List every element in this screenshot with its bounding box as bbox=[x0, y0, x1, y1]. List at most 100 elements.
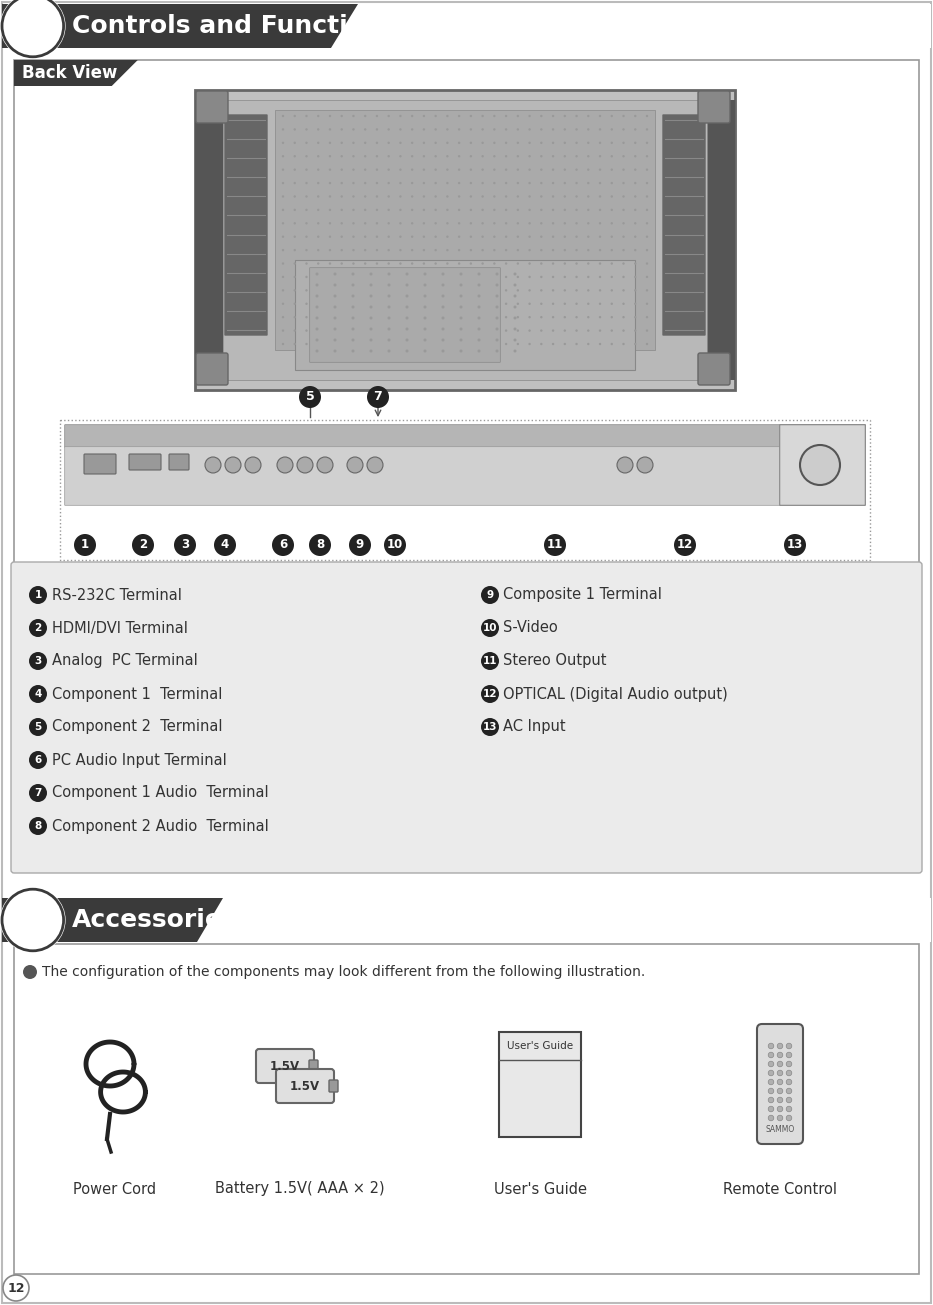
Circle shape bbox=[551, 222, 554, 224]
Circle shape bbox=[364, 329, 367, 331]
Circle shape bbox=[634, 181, 636, 184]
Circle shape bbox=[528, 222, 531, 224]
Circle shape bbox=[305, 275, 308, 278]
Circle shape bbox=[576, 329, 578, 331]
Circle shape bbox=[328, 235, 331, 238]
Circle shape bbox=[406, 295, 409, 298]
Circle shape bbox=[424, 273, 426, 275]
Text: S-Video: S-Video bbox=[503, 620, 558, 636]
Circle shape bbox=[305, 142, 308, 144]
Circle shape bbox=[305, 303, 308, 305]
Circle shape bbox=[494, 128, 495, 130]
Circle shape bbox=[622, 343, 625, 346]
Circle shape bbox=[328, 168, 331, 171]
Text: 6: 6 bbox=[35, 756, 42, 765]
Circle shape bbox=[528, 262, 531, 265]
Circle shape bbox=[399, 329, 401, 331]
Circle shape bbox=[411, 181, 413, 184]
Text: SAMMO: SAMMO bbox=[765, 1125, 795, 1134]
Circle shape bbox=[576, 115, 578, 117]
Circle shape bbox=[446, 209, 449, 211]
Circle shape bbox=[376, 343, 378, 346]
Circle shape bbox=[551, 196, 554, 197]
Circle shape bbox=[469, 222, 472, 224]
Circle shape bbox=[406, 305, 409, 308]
Circle shape bbox=[387, 295, 391, 298]
Circle shape bbox=[469, 235, 472, 238]
Circle shape bbox=[333, 350, 337, 352]
Circle shape bbox=[446, 128, 449, 130]
Circle shape bbox=[352, 283, 355, 287]
Circle shape bbox=[435, 290, 437, 291]
Circle shape bbox=[634, 303, 636, 305]
Circle shape bbox=[441, 328, 444, 330]
Circle shape bbox=[446, 262, 449, 265]
Text: 12: 12 bbox=[482, 689, 497, 699]
Circle shape bbox=[800, 445, 840, 485]
FancyBboxPatch shape bbox=[11, 562, 922, 873]
Circle shape bbox=[3, 1275, 29, 1301]
Circle shape bbox=[387, 305, 391, 308]
Circle shape bbox=[399, 209, 401, 211]
FancyBboxPatch shape bbox=[169, 454, 189, 470]
Circle shape bbox=[406, 350, 409, 352]
Circle shape bbox=[564, 329, 566, 331]
Circle shape bbox=[282, 249, 285, 252]
Text: 3: 3 bbox=[181, 539, 189, 552]
Circle shape bbox=[369, 350, 372, 352]
Circle shape bbox=[478, 305, 480, 308]
Circle shape bbox=[352, 328, 355, 330]
Circle shape bbox=[317, 275, 319, 278]
Circle shape bbox=[674, 534, 696, 556]
Text: User's Guide: User's Guide bbox=[494, 1181, 587, 1197]
Circle shape bbox=[587, 329, 590, 331]
Circle shape bbox=[282, 262, 285, 265]
Circle shape bbox=[540, 329, 542, 331]
Circle shape bbox=[305, 329, 308, 331]
Circle shape bbox=[2, 889, 63, 951]
Circle shape bbox=[622, 235, 625, 238]
Circle shape bbox=[517, 142, 519, 144]
Circle shape bbox=[364, 249, 367, 252]
Circle shape bbox=[459, 338, 463, 342]
Circle shape bbox=[517, 181, 519, 184]
Circle shape bbox=[564, 222, 566, 224]
Circle shape bbox=[423, 142, 425, 144]
Circle shape bbox=[494, 168, 495, 171]
Circle shape bbox=[315, 295, 318, 298]
Circle shape bbox=[423, 343, 425, 346]
Circle shape bbox=[528, 155, 531, 158]
FancyBboxPatch shape bbox=[329, 1081, 338, 1092]
Circle shape bbox=[494, 329, 495, 331]
Circle shape bbox=[411, 249, 413, 252]
Circle shape bbox=[376, 290, 378, 291]
Circle shape bbox=[494, 222, 495, 224]
Circle shape bbox=[587, 115, 590, 117]
Circle shape bbox=[341, 249, 343, 252]
Circle shape bbox=[564, 142, 566, 144]
Circle shape bbox=[599, 343, 601, 346]
Circle shape bbox=[528, 142, 531, 144]
Circle shape bbox=[469, 275, 472, 278]
Circle shape bbox=[341, 115, 343, 117]
Circle shape bbox=[599, 316, 601, 318]
Circle shape bbox=[376, 196, 378, 197]
Circle shape bbox=[364, 275, 367, 278]
Circle shape bbox=[353, 316, 355, 318]
Circle shape bbox=[564, 181, 566, 184]
Circle shape bbox=[305, 222, 308, 224]
Circle shape bbox=[458, 290, 460, 291]
Circle shape bbox=[282, 343, 285, 346]
Circle shape bbox=[517, 290, 519, 291]
Circle shape bbox=[317, 249, 319, 252]
Text: Component 1 Audio  Terminal: Component 1 Audio Terminal bbox=[52, 786, 269, 800]
Circle shape bbox=[411, 155, 413, 158]
Circle shape bbox=[333, 295, 337, 298]
Circle shape bbox=[317, 222, 319, 224]
Circle shape bbox=[399, 155, 401, 158]
Circle shape bbox=[353, 209, 355, 211]
Circle shape bbox=[353, 303, 355, 305]
Circle shape bbox=[341, 290, 343, 291]
Circle shape bbox=[610, 249, 613, 252]
Circle shape bbox=[610, 222, 613, 224]
